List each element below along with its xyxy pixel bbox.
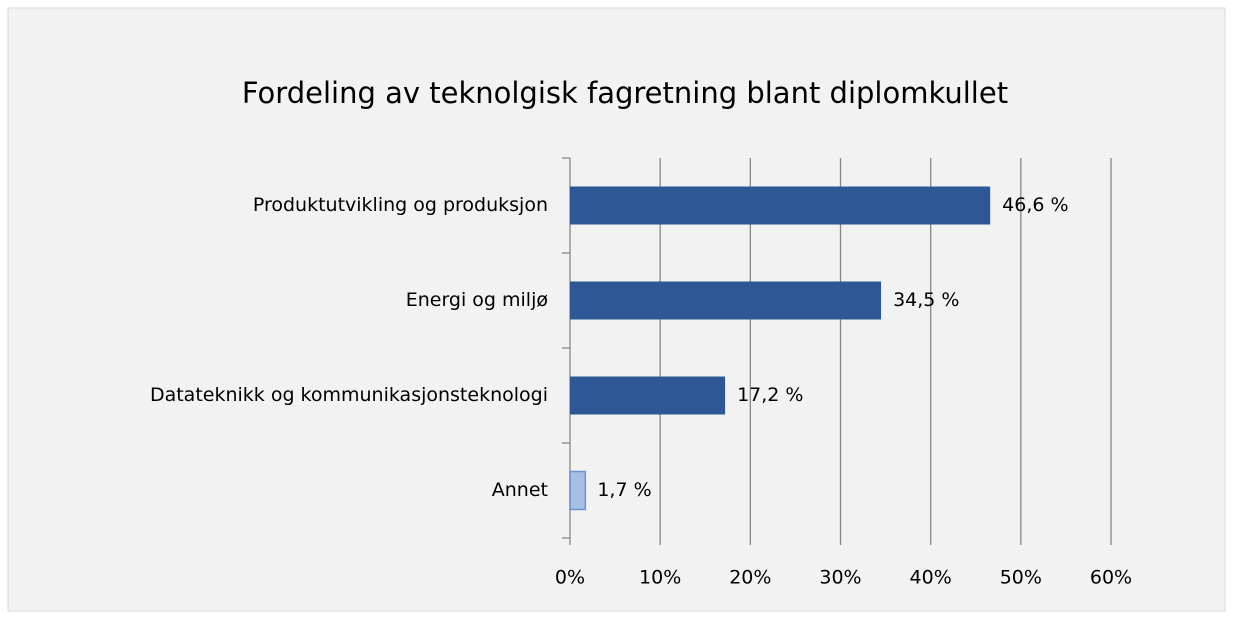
y-tick-label: Annet — [492, 479, 548, 501]
value-label: 1,7 % — [597, 479, 651, 501]
x-tick-label: 60% — [1090, 567, 1132, 589]
x-tick-label: 50% — [1000, 567, 1042, 589]
x-tick-label: 0% — [555, 567, 585, 589]
bar — [570, 186, 991, 225]
x-tick-label: 10% — [639, 567, 681, 589]
x-tick-label: 40% — [910, 567, 952, 589]
y-tick-label: Datateknikk og kommunikasjonsteknologi — [150, 384, 548, 406]
chart-title: Fordeling av teknolgisk fagretning blant… — [242, 76, 1008, 110]
y-tick-label: Produktutvikling og produksjon — [253, 194, 548, 216]
value-label: 46,6 % — [1002, 194, 1068, 216]
value-label: 34,5 % — [893, 289, 959, 311]
bar — [570, 376, 726, 415]
x-tick-label: 20% — [729, 567, 771, 589]
x-tick-label: 30% — [819, 567, 861, 589]
y-tick-label: Energi og miljø — [406, 289, 548, 311]
bar — [570, 281, 882, 320]
bar — [569, 470, 587, 511]
value-label: 17,2 % — [737, 384, 803, 406]
